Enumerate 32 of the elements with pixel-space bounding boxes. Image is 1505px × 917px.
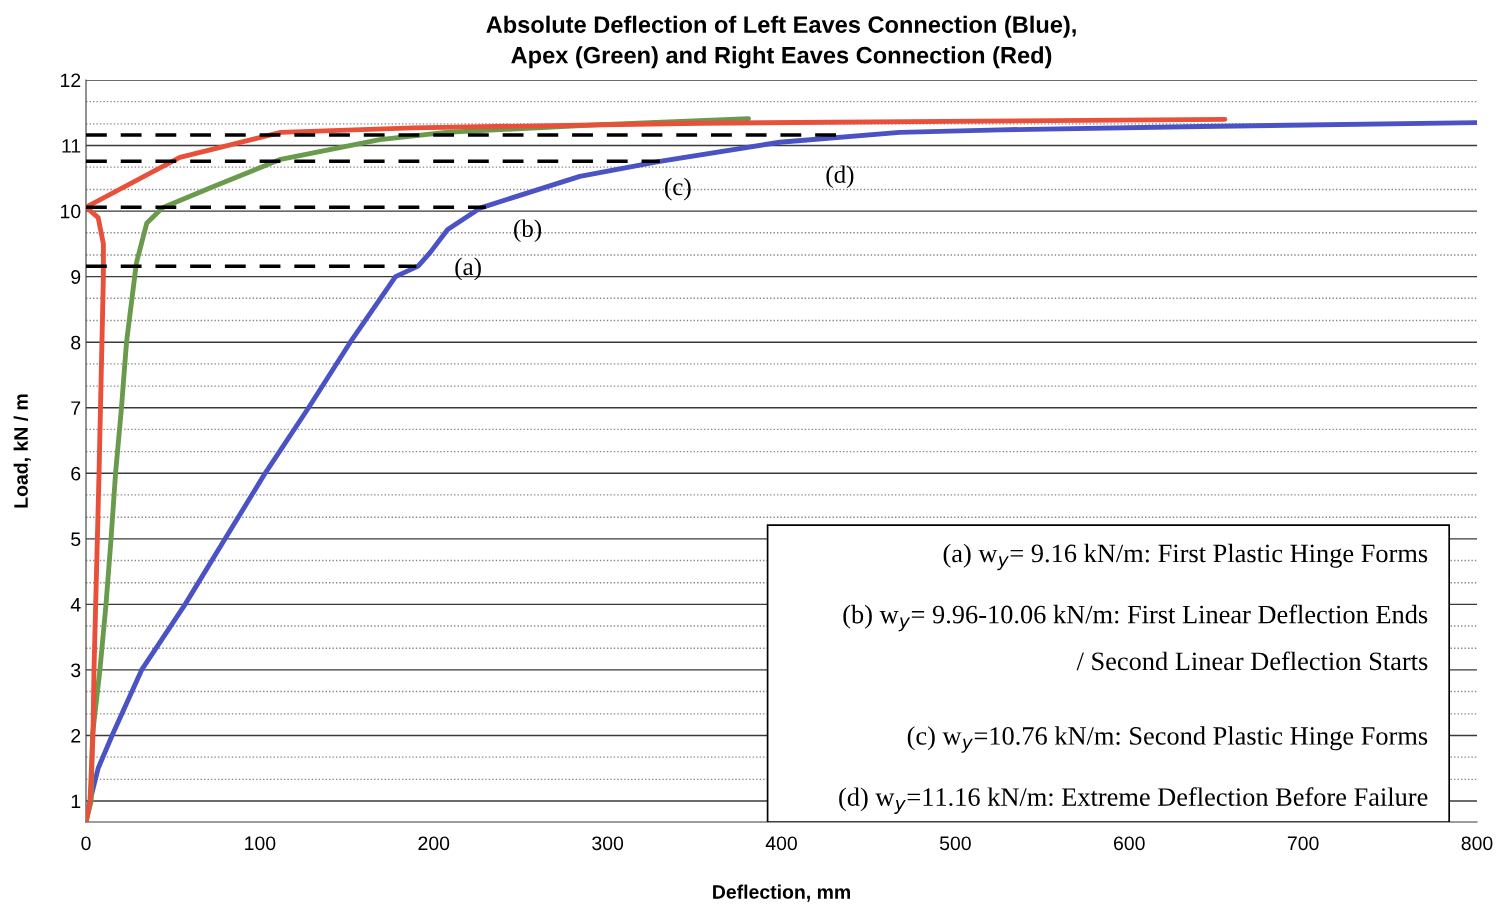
x-tick-label: 100: [245, 836, 276, 851]
y-tick-label: 5: [71, 532, 81, 547]
y-tick-label: 6: [71, 466, 81, 481]
annotation: (a): [455, 257, 481, 281]
x-axis-title: Deflection, mm: [713, 884, 850, 902]
annotation: (d): [826, 165, 854, 189]
y-tick-label: 9: [71, 270, 81, 284]
y-tick-label: 10: [61, 204, 81, 219]
annotation: (c) w$_{y}$=10.76 kN/m: Second Plastic Hinge Forms: [907, 726, 1428, 753]
x-tick-label: 600: [1114, 836, 1145, 851]
x-tick-label: 0: [81, 836, 91, 851]
x-tick-label: 500: [939, 836, 971, 851]
y-tick-label: 4: [70, 598, 81, 612]
x-tick-label: 400: [765, 836, 797, 851]
y-tick-label: 7: [71, 401, 81, 415]
annotation: (b): [514, 219, 542, 243]
y-tick-label: 11: [62, 139, 81, 153]
x-tick-label: 200: [418, 836, 450, 851]
x-tick-label: 800: [1461, 836, 1493, 851]
x-tick-label: 300: [592, 836, 624, 851]
y-axis-title: Load, kN / m: [13, 394, 31, 508]
annotation: (d) w$_{y}$=11.16 kN/m: Extreme Deflection Before Failure: [839, 787, 1428, 814]
annotation: (c): [665, 177, 691, 201]
y-tick-label: 1: [71, 794, 81, 809]
y-tick-label: 8: [71, 335, 81, 350]
chart-title: Absolute Deflection of Left Eaves Connection (Blue), Apex (Green) and Right Eaves Connection (Red): [486, 15, 1076, 69]
x-tick-label: 700: [1287, 836, 1319, 851]
annotation: (b) w$_{y}$= 9.96-10.06 kN/m: First Linear Deflection Ends / Second Linear Deflection Starts: [843, 604, 1428, 671]
y-tick-label: 3: [71, 663, 81, 678]
annotation: (a) w$_{y}$= 9.16 kN/m: First Plastic Hinge Forms: [943, 543, 1428, 571]
y-tick-label: 2: [71, 728, 81, 743]
y-tick-label: 12: [61, 73, 81, 88]
